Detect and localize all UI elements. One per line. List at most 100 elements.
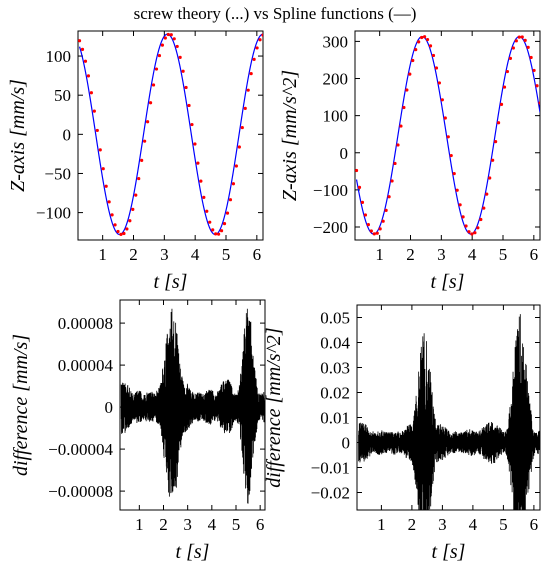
series-point xyxy=(202,195,206,199)
series-point xyxy=(187,103,191,108)
y-axis-label: difference [mm/s^2] xyxy=(263,327,285,487)
series-line xyxy=(358,314,540,510)
series-point xyxy=(423,35,427,39)
x-tick-label: 6 xyxy=(530,245,539,264)
series-point xyxy=(381,219,385,223)
series-point xyxy=(231,182,236,186)
x-axis-label: t [s] xyxy=(431,271,465,293)
series-point xyxy=(163,36,167,40)
series-point xyxy=(479,217,483,222)
series-point xyxy=(363,213,368,217)
x-axis-label: t [s] xyxy=(154,271,188,293)
y-axis-label: Z-axis [mm/s] xyxy=(7,79,29,192)
y-tick-label: 50 xyxy=(54,86,71,105)
plot-frame xyxy=(356,304,541,511)
series-point xyxy=(446,135,450,139)
series-point xyxy=(443,116,447,120)
series-point xyxy=(437,81,441,85)
y-tick-label: 100 xyxy=(323,107,349,126)
x-axis-label: t [s] xyxy=(176,541,210,563)
y-tick-label: −0.01 xyxy=(311,459,350,478)
series-point xyxy=(122,231,126,236)
y-tick-label: 0 xyxy=(105,398,114,417)
y-tick-label: −100 xyxy=(36,204,71,223)
plot-velocity: 1 2 3 4 5 6 −100 −50 0 50 100 t [s] Z-axis [mm/s] xyxy=(7,30,264,293)
series-point xyxy=(225,211,230,215)
series-point xyxy=(184,85,188,90)
series-point xyxy=(508,56,513,60)
series-point xyxy=(390,179,394,183)
x-tick-label: 4 xyxy=(468,245,477,264)
series-point xyxy=(246,88,250,92)
series-point xyxy=(113,223,117,227)
series-point xyxy=(458,203,462,207)
y-tick-label: −0.00008 xyxy=(48,482,113,501)
series-point xyxy=(205,209,209,213)
x-tick-label: 2 xyxy=(159,515,168,534)
series-point xyxy=(485,192,489,196)
series-line xyxy=(78,33,263,236)
series-point xyxy=(431,53,436,58)
x-tick-label: 4 xyxy=(191,245,200,264)
y-tick-label: −200 xyxy=(313,218,348,237)
series-point xyxy=(505,69,510,74)
y-tick-label: 200 xyxy=(323,70,349,89)
series-point xyxy=(405,88,409,92)
series-line xyxy=(120,308,265,504)
series-point xyxy=(464,224,468,228)
series-group xyxy=(355,35,540,236)
x-tick-label: 6 xyxy=(253,245,262,264)
series-point xyxy=(482,206,486,210)
x-tick-label: 4 xyxy=(469,515,478,534)
series-line xyxy=(355,35,540,235)
series-point xyxy=(137,176,141,181)
series-point xyxy=(408,72,412,76)
y-tick-label: 300 xyxy=(323,32,349,51)
series-point xyxy=(538,101,540,105)
series-point xyxy=(196,161,200,165)
series-point xyxy=(134,193,138,197)
series-point xyxy=(119,232,123,236)
figure-title: screw theory (...) vs Spline functions (… xyxy=(133,4,417,23)
series-point xyxy=(461,215,465,219)
y-tick-label: −50 xyxy=(44,164,71,183)
series-point xyxy=(414,48,418,52)
series-point xyxy=(243,106,247,110)
series-point xyxy=(199,179,203,183)
x-tick-label: 1 xyxy=(375,245,384,264)
y-tick-label: −0.02 xyxy=(311,484,350,503)
x-axis-label: t [s] xyxy=(432,541,466,563)
series-point xyxy=(425,37,430,42)
x-tick-label: 2 xyxy=(406,245,415,264)
y-tick-label: 100 xyxy=(46,47,72,66)
series-point xyxy=(261,33,263,37)
series-point xyxy=(89,91,93,95)
series-point xyxy=(101,167,105,171)
y-tick-label: 0.02 xyxy=(320,384,350,403)
series-point xyxy=(240,125,244,130)
x-tick-label: 6 xyxy=(530,515,539,534)
x-tick-label: 5 xyxy=(499,245,508,264)
series-point xyxy=(181,69,185,73)
x-tick-label: 4 xyxy=(208,515,217,534)
series-point xyxy=(428,44,433,48)
series-point xyxy=(369,229,373,233)
plot-acceleration-difference: 1 2 3 4 5 6 −0.02 −0.01 0 0.01 0.02 0.03 0.04 0.05 t [… xyxy=(263,304,541,563)
x-tick-label: 3 xyxy=(437,245,446,264)
series-point xyxy=(116,229,120,234)
series-point xyxy=(523,38,527,43)
series-group xyxy=(358,314,540,510)
series-point xyxy=(107,200,111,204)
series-point xyxy=(217,232,221,236)
series-point xyxy=(252,57,256,61)
series-point xyxy=(384,208,388,212)
series-point xyxy=(83,59,88,63)
series-point xyxy=(80,47,85,52)
series-point xyxy=(172,37,176,41)
series-point xyxy=(214,232,218,236)
series-point xyxy=(449,153,453,158)
series-point xyxy=(496,121,501,125)
y-axis-label: Z-axis [mm/s^2] xyxy=(279,70,301,201)
series-point xyxy=(387,195,391,199)
